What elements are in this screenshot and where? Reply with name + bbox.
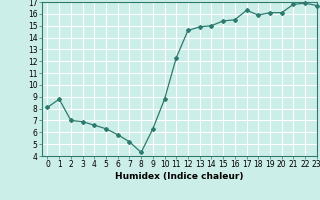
X-axis label: Humidex (Indice chaleur): Humidex (Indice chaleur) [115,172,244,181]
